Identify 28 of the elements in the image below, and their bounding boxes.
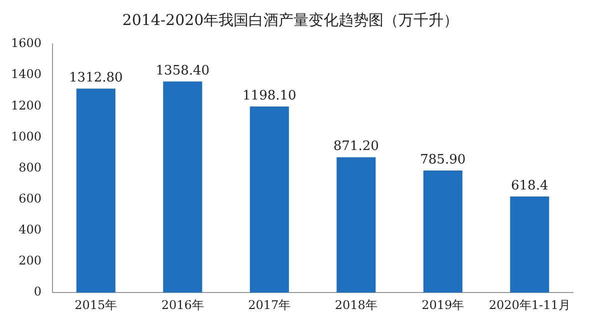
bar <box>163 82 202 293</box>
bar <box>250 106 289 293</box>
y-tick-label: 200 <box>18 254 42 268</box>
bar <box>510 196 550 293</box>
y-tick-label: 1600 <box>10 36 42 50</box>
x-tick-label: 2017年 <box>248 298 291 312</box>
y-tick-label: 800 <box>18 160 42 174</box>
data-label: 618.4 <box>511 178 548 194</box>
x-tick-label: 2016年 <box>161 298 204 312</box>
x-tick-label: 2018年 <box>334 298 378 312</box>
x-tick-label: 2019年 <box>422 298 464 312</box>
data-label: 785.90 <box>420 152 466 168</box>
bar <box>76 88 116 293</box>
bar <box>423 170 462 293</box>
data-label: 871.20 <box>333 139 379 154</box>
y-tick-label: 0 <box>34 284 42 299</box>
chart-title: 2014-2020年我国白酒产量变化趋势图（万千升） <box>122 10 459 29</box>
data-label: 1312.80 <box>69 70 123 86</box>
data-label: 1198.10 <box>242 88 296 104</box>
data-label: 1358.40 <box>156 63 210 78</box>
y-tick-label: 400 <box>18 222 42 237</box>
y-tick-label: 600 <box>18 192 42 206</box>
x-tick-label: 2020年1-11月 <box>488 298 570 312</box>
y-tick-label: 1400 <box>10 67 42 82</box>
y-tick-label: 1200 <box>10 98 42 112</box>
y-tick-label: 1000 <box>10 129 42 144</box>
x-tick-label: 2015年 <box>74 298 118 312</box>
bar <box>336 157 376 293</box>
